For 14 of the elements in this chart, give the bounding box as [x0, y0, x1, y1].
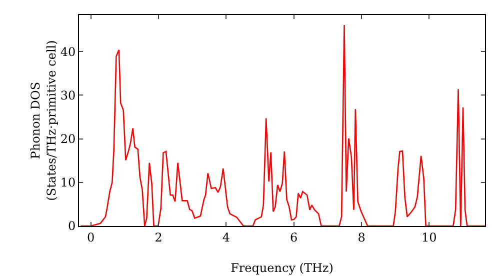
y-tick-label: 40	[60, 44, 76, 59]
x-tick-label: 10	[422, 230, 437, 244]
line-series	[80, 24, 485, 226]
y-tick-label: 30	[60, 88, 76, 102]
x-tick-label: 0	[87, 230, 95, 244]
y-tick-label: 0	[68, 219, 76, 234]
x-tick-label: 8	[358, 230, 366, 244]
x-tick-label: 4	[222, 230, 230, 244]
x-axis-title: Frequency (THz)	[230, 261, 334, 275]
x-tick-label: 6	[290, 230, 298, 244]
y-axis-title: Phonon DOS (States/THz·primitive cell)	[28, 40, 58, 201]
y-tick-label: 10	[60, 176, 76, 190]
x-tick-label: 2	[154, 230, 162, 244]
y-tick-label: 20	[60, 132, 76, 146]
